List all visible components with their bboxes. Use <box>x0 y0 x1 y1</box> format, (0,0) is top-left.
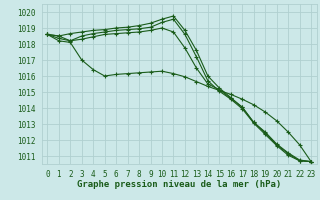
X-axis label: Graphe pression niveau de la mer (hPa): Graphe pression niveau de la mer (hPa) <box>77 180 281 189</box>
